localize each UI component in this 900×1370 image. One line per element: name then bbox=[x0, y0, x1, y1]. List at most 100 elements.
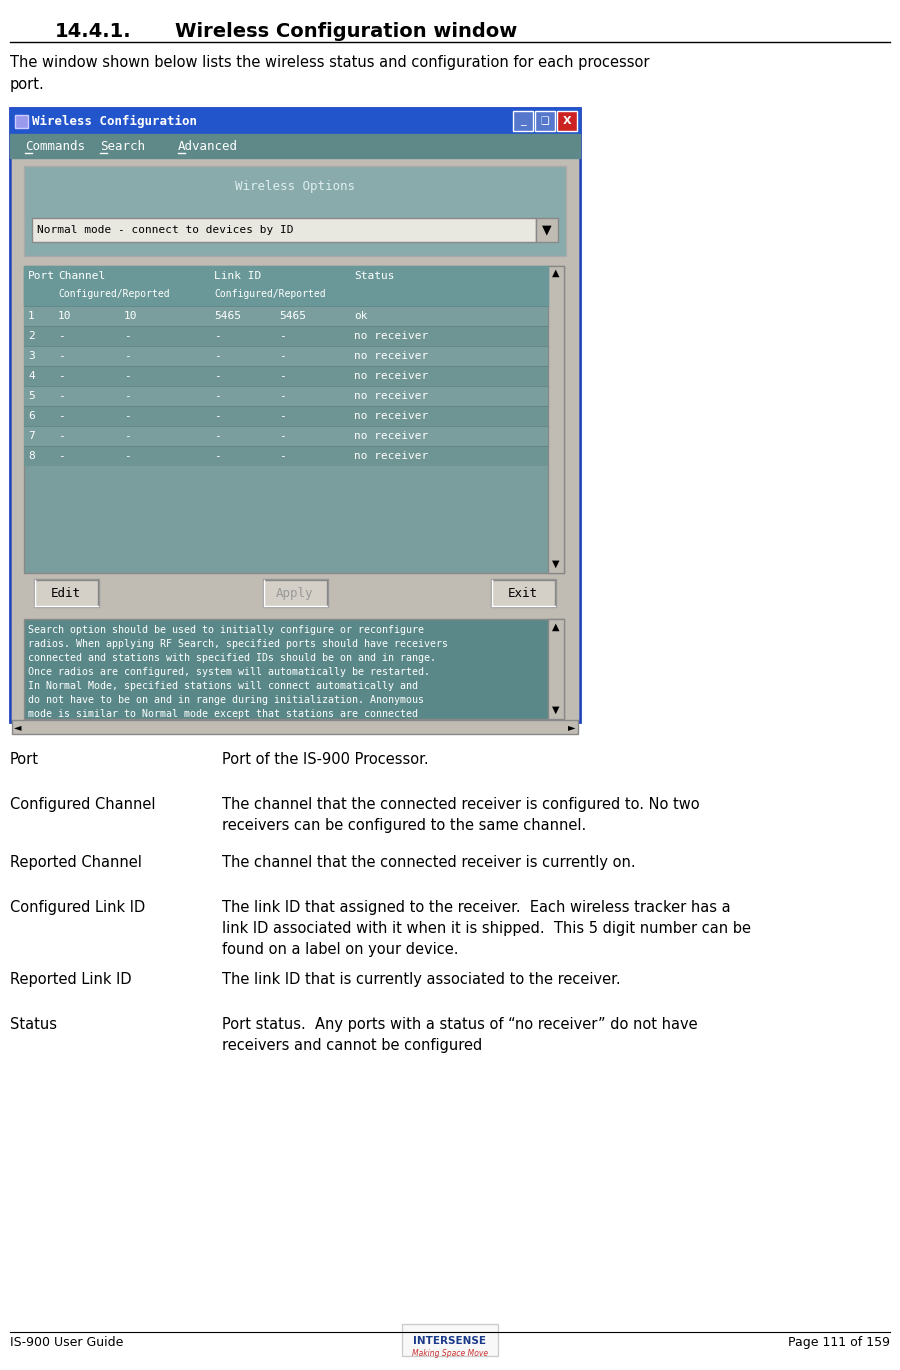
Text: 5465: 5465 bbox=[214, 311, 241, 321]
Bar bbox=[24, 347, 548, 366]
Text: Port: Port bbox=[28, 271, 55, 281]
Text: no receiver: no receiver bbox=[354, 451, 428, 460]
Bar bbox=[24, 266, 548, 306]
Text: Configured Link ID: Configured Link ID bbox=[10, 900, 145, 915]
Bar bbox=[24, 619, 564, 719]
Text: ok: ok bbox=[354, 311, 367, 321]
Text: Exit: Exit bbox=[508, 586, 538, 600]
Text: The channel that the connected receiver is currently on.: The channel that the connected receiver … bbox=[222, 855, 635, 870]
Bar bbox=[24, 426, 548, 447]
Text: 1: 1 bbox=[28, 311, 35, 321]
Text: -: - bbox=[58, 332, 65, 341]
Bar bbox=[15, 115, 28, 127]
Bar bbox=[10, 108, 580, 134]
Text: ►: ► bbox=[568, 722, 576, 732]
Text: Reported Channel: Reported Channel bbox=[10, 855, 142, 870]
Bar bbox=[34, 580, 99, 607]
Bar bbox=[24, 386, 548, 406]
Text: -: - bbox=[214, 351, 220, 362]
Text: -: - bbox=[124, 451, 130, 460]
Text: Configured Channel: Configured Channel bbox=[10, 797, 156, 812]
Bar bbox=[32, 218, 536, 242]
Text: -: - bbox=[279, 371, 286, 381]
Text: Making Space Move: Making Space Move bbox=[412, 1348, 488, 1358]
Text: Configured/Reported: Configured/Reported bbox=[58, 289, 169, 299]
Bar bbox=[402, 1323, 498, 1356]
Bar bbox=[24, 406, 548, 426]
Text: X: X bbox=[562, 116, 572, 126]
Text: no receiver: no receiver bbox=[354, 371, 428, 381]
Text: -: - bbox=[58, 432, 65, 441]
Bar bbox=[12, 158, 578, 721]
Text: 4: 4 bbox=[28, 371, 35, 381]
Text: -: - bbox=[214, 390, 220, 401]
Text: The channel that the connected receiver is configured to. No two
receivers can b: The channel that the connected receiver … bbox=[222, 797, 699, 833]
Text: ❑: ❑ bbox=[541, 116, 549, 126]
Text: The link ID that assigned to the receiver.  Each wireless tracker has a
link ID : The link ID that assigned to the receive… bbox=[222, 900, 751, 958]
Text: Port status.  Any ports with a status of “no receiver” do not have
receivers and: Port status. Any ports with a status of … bbox=[222, 1017, 698, 1054]
Bar bbox=[10, 108, 580, 722]
Bar bbox=[24, 326, 548, 347]
Text: ▼: ▼ bbox=[553, 559, 560, 569]
Text: -: - bbox=[58, 411, 65, 421]
Text: 6: 6 bbox=[28, 411, 35, 421]
Bar bbox=[548, 619, 564, 719]
Text: 3: 3 bbox=[28, 351, 35, 362]
Text: Link ID: Link ID bbox=[214, 271, 261, 281]
Bar bbox=[24, 447, 548, 466]
Bar bbox=[24, 366, 548, 386]
Text: 7: 7 bbox=[28, 432, 35, 441]
Text: no receiver: no receiver bbox=[354, 432, 428, 441]
Text: Reported Link ID: Reported Link ID bbox=[10, 971, 131, 986]
Bar bbox=[24, 166, 566, 256]
Text: -: - bbox=[58, 371, 65, 381]
Text: Search option should be used to initially configure or reconfigure
radios. When : Search option should be used to initiall… bbox=[28, 625, 448, 719]
Text: -: - bbox=[124, 351, 130, 362]
Text: _: _ bbox=[520, 116, 526, 126]
Text: ▲: ▲ bbox=[553, 622, 560, 632]
Text: -: - bbox=[279, 390, 286, 401]
Bar bbox=[513, 111, 533, 132]
Text: Port of the IS-900 Processor.: Port of the IS-900 Processor. bbox=[222, 752, 428, 767]
Text: 14.4.1.: 14.4.1. bbox=[55, 22, 131, 41]
Bar bbox=[535, 111, 555, 132]
Text: The window shown below lists the wireless status and configuration for each proc: The window shown below lists the wireles… bbox=[10, 55, 650, 92]
Bar bbox=[536, 218, 558, 242]
Text: 8: 8 bbox=[28, 451, 35, 460]
Text: -: - bbox=[124, 332, 130, 341]
Text: ▼: ▼ bbox=[553, 706, 560, 715]
Text: -: - bbox=[214, 371, 220, 381]
Text: Wireless Configuration: Wireless Configuration bbox=[32, 115, 197, 127]
Text: IS-900 User Guide: IS-900 User Guide bbox=[10, 1336, 123, 1349]
Text: -: - bbox=[214, 432, 220, 441]
Text: -: - bbox=[279, 332, 286, 341]
Text: -: - bbox=[214, 332, 220, 341]
Text: ◄: ◄ bbox=[14, 722, 22, 732]
Text: Wireless Configuration window: Wireless Configuration window bbox=[175, 22, 518, 41]
Text: -: - bbox=[279, 351, 286, 362]
Text: Status: Status bbox=[354, 271, 394, 281]
Text: -: - bbox=[58, 351, 65, 362]
Bar bbox=[12, 721, 578, 734]
Text: Apply: Apply bbox=[276, 586, 314, 600]
Text: ▼: ▼ bbox=[542, 223, 552, 237]
Text: Page 111 of 159: Page 111 of 159 bbox=[788, 1336, 890, 1349]
Text: 5465: 5465 bbox=[279, 311, 306, 321]
Text: 10: 10 bbox=[124, 311, 138, 321]
Text: no receiver: no receiver bbox=[354, 411, 428, 421]
Text: Search: Search bbox=[100, 140, 145, 152]
Text: no receiver: no receiver bbox=[354, 332, 428, 341]
Bar bbox=[263, 580, 328, 607]
Text: INTERSENSE: INTERSENSE bbox=[413, 1336, 487, 1345]
Text: -: - bbox=[279, 451, 286, 460]
Bar bbox=[10, 134, 580, 158]
Bar bbox=[24, 266, 564, 573]
Bar bbox=[557, 111, 577, 132]
Text: -: - bbox=[279, 411, 286, 421]
Text: -: - bbox=[124, 411, 130, 421]
Text: -: - bbox=[124, 432, 130, 441]
Text: Commands: Commands bbox=[25, 140, 85, 152]
Text: -: - bbox=[124, 371, 130, 381]
Text: -: - bbox=[58, 390, 65, 401]
Text: -: - bbox=[124, 390, 130, 401]
